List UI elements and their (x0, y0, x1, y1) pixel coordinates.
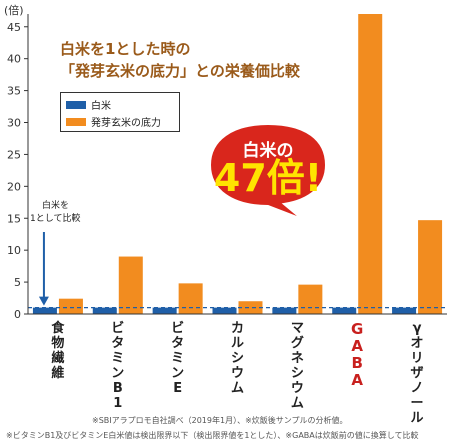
y-tick-label: 45 (7, 21, 21, 34)
x-category-label: カルシウム (230, 321, 244, 396)
bar-white-rice-4 (212, 307, 237, 314)
bar-germinated-rice-3 (178, 283, 203, 314)
y-tick-label: 35 (7, 85, 21, 98)
y-tick-label: 30 (7, 117, 21, 130)
callout-burst-shape (208, 122, 328, 220)
chart-title-line-2: 「発芽玄米の底力」との栄養価比較 (60, 62, 300, 80)
y-tick-label: 5 (14, 276, 21, 289)
bar-white-rice-1 (32, 307, 57, 314)
x-category-label: ビタミンB1 (111, 321, 125, 411)
chart-title-line-1: 白米を1とした時の (60, 40, 191, 58)
legend-swatch-white-rice (66, 100, 86, 109)
legend-label-white-rice: 白米 (91, 101, 111, 112)
callout-text-line-1: 白米の (242, 141, 294, 161)
x-category-label: γオリザノール (410, 321, 424, 426)
y-tick-label: 40 (7, 53, 21, 66)
bar-germinated-rice-5 (298, 284, 323, 314)
x-category-label: GABA (351, 320, 364, 389)
bar-white-rice-6 (332, 307, 357, 314)
legend: 白米 発芽玄米の底力 (60, 92, 180, 132)
bar-germinated-rice-7 (418, 220, 443, 314)
callout-burst: 白米の 47倍! (206, 120, 330, 220)
bars (32, 14, 443, 314)
y-tick-label: 15 (7, 212, 21, 225)
bar-germinated-rice-6 (358, 14, 383, 314)
footnote-1: ※SBIアラプロモ自社調べ（2019年1月）、※炊飯後サンプルの分析値。 (92, 416, 348, 425)
footnote-2: ※ビタミンB1及びビタミンE白米値は検出限界以下（検出限界値を1とした）、※GA… (6, 431, 419, 440)
bar-germinated-rice-1 (58, 298, 83, 314)
y-axis-unit-label: (倍) (4, 4, 24, 17)
legend-item-white-rice: 白米 (66, 97, 111, 112)
legend-item-germinated-rice: 発芽玄米の底力 (66, 114, 161, 129)
y-tick-label: 25 (7, 148, 21, 161)
x-category-label: マグネシウム (290, 321, 304, 411)
bar-white-rice-2 (92, 307, 117, 314)
y-tick-label: 10 (7, 244, 21, 257)
annotation-arrow-head (38, 296, 49, 306)
y-tick-label: 0 (14, 308, 21, 321)
x-category-label: ビタミンE (171, 321, 185, 396)
y-tick-label: 20 (7, 180, 21, 193)
bar-white-rice-3 (152, 307, 177, 314)
legend-swatch-germinated-rice (66, 117, 86, 126)
y-axis: 0 5 10 15 20 25 30 35 40 45 (7, 21, 28, 321)
bar-germinated-rice-4 (238, 301, 263, 314)
legend-label-germinated-rice: 発芽玄米の底力 (91, 118, 161, 129)
bar-white-rice-7 (392, 307, 417, 314)
callout-text-line-2: 47倍! (213, 156, 323, 200)
annotation-line-2: 1として比較 (30, 214, 81, 224)
bar-white-rice-5 (272, 307, 297, 314)
baseline-annotation: 白米を 1として比較 (30, 200, 80, 226)
annotation-line-1: 白米を (42, 201, 70, 211)
bar-germinated-rice-2 (118, 256, 143, 314)
x-category-label: 食物繊維 (51, 321, 65, 381)
